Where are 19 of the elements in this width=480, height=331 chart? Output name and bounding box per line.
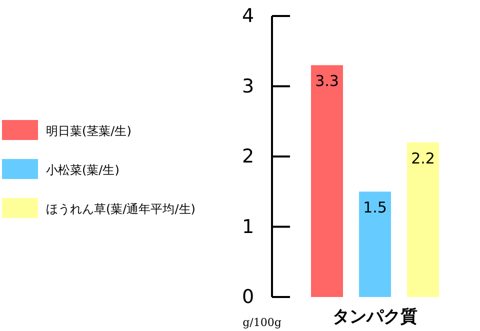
y-tick-label: 2 — [242, 146, 254, 168]
bar — [407, 142, 439, 297]
y-tick-label: 3 — [242, 75, 254, 98]
legend-label: 小松菜(葉/生) — [46, 163, 120, 177]
y-axis-title: g/100g — [242, 316, 282, 329]
y-tick-label: 0 — [242, 286, 254, 308]
legend-item: ほうれん草(葉/通年平均/生) — [2, 198, 196, 218]
legend-item: 明日葉(茎葉/生) — [2, 120, 132, 140]
legend-label: ほうれん草(葉/通年平均/生) — [46, 202, 196, 216]
data-label: 2.2 — [411, 149, 435, 168]
y-tick-label: 1 — [242, 216, 254, 238]
y-tick-label: 4 — [242, 5, 254, 27]
data-label: 1.5 — [363, 198, 387, 217]
x-tick-label: タンパク質 — [332, 307, 418, 327]
bar — [311, 65, 343, 297]
data-label: 3.3 — [315, 72, 339, 90]
legend-label: 明日葉(茎葉/生) — [46, 124, 132, 138]
legend-item: 小松菜(葉/生) — [2, 159, 120, 179]
bar — [359, 192, 391, 297]
